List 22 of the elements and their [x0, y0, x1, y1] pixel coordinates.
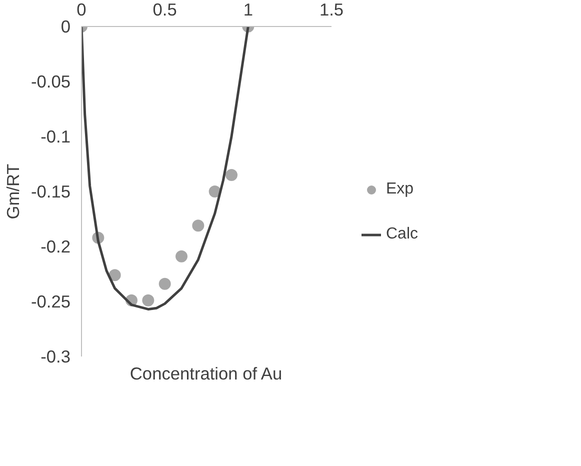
y-tick-label: -0.05 [31, 72, 71, 92]
y-tick-label: -0.25 [31, 292, 71, 312]
x-tick-label: 0 [76, 0, 86, 20]
point [142, 294, 154, 306]
y-tick-label: -0.3 [40, 346, 70, 366]
x-tick-label: 0.5 [152, 0, 177, 20]
point [192, 220, 204, 232]
point [176, 250, 188, 262]
y-axis-title: Gm/RT [3, 163, 24, 220]
point [108, 269, 121, 282]
y-tick-label: 0 [60, 16, 71, 36]
legend-label: Exp [386, 180, 414, 198]
y-tick-label: -0.2 [40, 236, 70, 256]
y-tick-label: -0.1 [40, 126, 70, 146]
point [226, 169, 238, 181]
x-axis-title: Concentration of Au [130, 364, 282, 384]
point [158, 278, 171, 290]
x-tick-label: 1.5 [319, 0, 344, 20]
legend-label: Calc [386, 226, 418, 244]
point [208, 186, 221, 198]
x-tick-label: 1 [243, 0, 253, 20]
y-tick-label: -0.15 [31, 182, 71, 202]
